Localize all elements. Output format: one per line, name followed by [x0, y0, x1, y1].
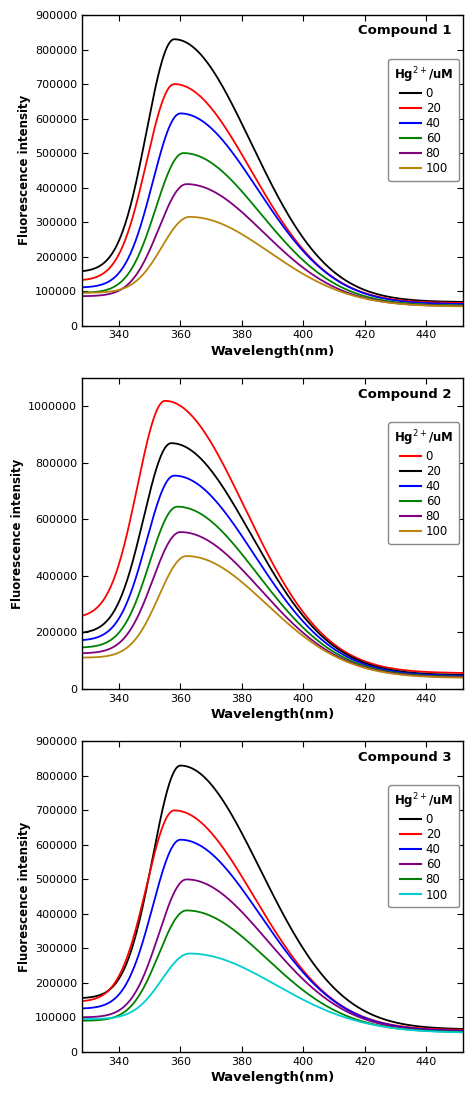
- Y-axis label: Fluorescence intensity: Fluorescence intensity: [11, 459, 24, 609]
- X-axis label: Wavelength(nm): Wavelength(nm): [210, 345, 335, 358]
- Text: Compound 3: Compound 3: [358, 751, 451, 763]
- Legend: 0, 20, 40, 60, 80, 100: 0, 20, 40, 60, 80, 100: [388, 59, 459, 181]
- Legend: 0, 20, 40, 60, 80, 100: 0, 20, 40, 60, 80, 100: [388, 785, 459, 908]
- Y-axis label: Fluorescence intensity: Fluorescence intensity: [18, 821, 31, 971]
- Legend: 0, 20, 40, 60, 80, 100: 0, 20, 40, 60, 80, 100: [388, 423, 459, 544]
- X-axis label: Wavelength(nm): Wavelength(nm): [210, 1071, 335, 1084]
- Y-axis label: Fluorescence intensity: Fluorescence intensity: [18, 95, 31, 245]
- X-axis label: Wavelength(nm): Wavelength(nm): [210, 707, 335, 721]
- Text: Compound 1: Compound 1: [358, 24, 451, 37]
- Text: Compound 2: Compound 2: [358, 388, 451, 401]
